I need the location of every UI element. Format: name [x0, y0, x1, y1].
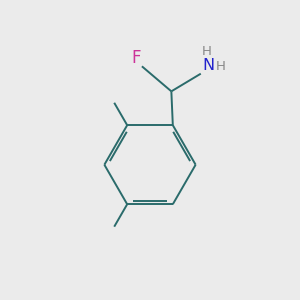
Text: N: N [202, 58, 214, 73]
Text: H: H [216, 60, 226, 73]
Text: H: H [202, 45, 212, 58]
Text: F: F [132, 49, 141, 67]
